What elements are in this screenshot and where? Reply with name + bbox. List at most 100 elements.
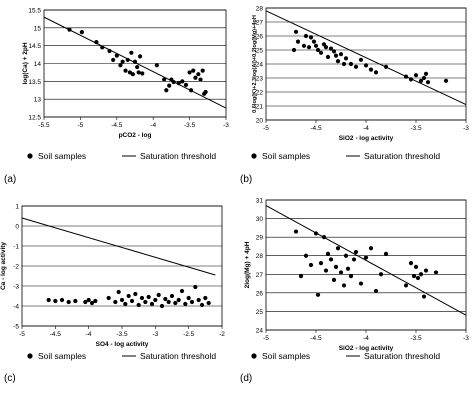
soil-sample-point: [129, 50, 134, 55]
x-tick-label: -3: [463, 125, 469, 132]
y-tick-label: 26: [256, 290, 264, 297]
soil-sample-point: [418, 78, 424, 83]
y-tick-label: 13: [34, 97, 42, 104]
soil-sample-point: [353, 249, 359, 255]
soil-sample-point: [183, 82, 189, 87]
soil-sample-point: [415, 275, 421, 281]
soil-sample-point: [180, 79, 185, 84]
x-tick-label: -4: [86, 331, 92, 338]
legend: Soil samples Saturation threshold: [27, 151, 216, 161]
soil-sample-point: [331, 277, 337, 282]
legend-marker-soil-samples: [251, 353, 257, 359]
y-tick-label: 24: [256, 328, 264, 335]
soil-sample-point: [335, 246, 341, 251]
legend-label: Saturation threshold: [140, 151, 216, 161]
soil-sample-point: [93, 298, 98, 304]
soil-sample-point: [193, 75, 198, 80]
soil-sample-point: [373, 288, 379, 294]
legend-marker-soil-samples: [27, 153, 33, 159]
soil-sample-point: [116, 289, 121, 295]
soil-sample-point: [358, 281, 364, 286]
y-axis-title: 0.6log(K)+2.3log(Al)+0.2log(Mg)+4pH: [252, 15, 258, 113]
soil-sample-point: [114, 53, 119, 58]
legend: Soil samples Saturation threshold: [251, 151, 440, 161]
soil-sample-point: [119, 297, 125, 303]
soil-sample-point: [313, 43, 319, 48]
y-tick-label: 29: [256, 235, 264, 242]
chart-panel: 12.5 13 13.5 14 14.5 15 15.5 -5.5 -5 -4.5 -4 -3.5 -3…: [4, 8, 229, 186]
soil-sample-point: [59, 297, 65, 303]
soil-sample-point: [348, 61, 354, 67]
saturation-threshold-line: [265, 205, 467, 316]
x-tick-label: -4.5: [50, 331, 62, 338]
x-tick-label: -3.5: [116, 331, 128, 338]
soil-sample-point: [315, 47, 321, 53]
soil-sample-point: [341, 283, 347, 288]
legend: Soil samples Saturation threshold: [27, 351, 216, 361]
soil-sample-point: [331, 49, 337, 54]
soil-sample-point: [338, 270, 344, 275]
soil-sample-point: [66, 299, 71, 305]
soil-sample-point: [135, 64, 140, 70]
y-tick-label: 15: [34, 25, 42, 32]
soil-sample-point: [306, 45, 312, 50]
x-tick-label: -2: [219, 331, 225, 338]
soil-sample-point: [323, 268, 329, 273]
soil-sample-point: [186, 295, 191, 301]
soil-sample-point: [130, 72, 135, 77]
soil-sample-point: [193, 284, 198, 290]
soil-sample-point: [343, 56, 349, 61]
y-axis-title: 2log(Mg) + 4pH: [244, 241, 251, 288]
y-axis-title: log(Ca) + 2pH: [22, 42, 29, 84]
x-axis-title: SiO2 - log activity: [339, 345, 394, 352]
legend-label: Saturation threshold: [364, 351, 440, 361]
soil-sample-point: [143, 299, 148, 305]
soil-sample-point: [418, 272, 424, 277]
soil-sample-point: [351, 257, 357, 262]
soil-sample-point: [308, 35, 314, 40]
soil-sample-point: [373, 70, 379, 75]
saturation-threshold-line: [43, 16, 227, 109]
x-tick-label: -3.5: [410, 125, 422, 132]
soil-sample-point: [191, 68, 196, 73]
x-tick-label: -5.5: [38, 122, 50, 129]
panel-label: (b): [240, 174, 252, 185]
soil-sample-point: [328, 257, 334, 262]
soil-sample-point: [89, 300, 95, 306]
y-tick-label: 20: [256, 118, 264, 125]
y-tick-label: 25: [256, 309, 264, 316]
soil-sample-point: [311, 39, 317, 44]
soil-sample-point: [333, 264, 339, 269]
soil-sample-point: [196, 72, 201, 77]
y-tick-label: 28: [256, 253, 264, 260]
x-tick-label: -3: [463, 335, 469, 342]
soil-sample-point: [46, 297, 51, 303]
x-axis-title: SiO2 - log activity: [339, 135, 394, 142]
legend-label: Saturation threshold: [364, 151, 440, 161]
y-tick-label: 24: [256, 62, 264, 69]
soil-sample-point: [189, 299, 195, 305]
soil-sample-point: [345, 266, 351, 271]
soil-sample-point: [156, 292, 161, 298]
soil-sample-point: [421, 294, 427, 299]
soil-sample-point: [73, 298, 78, 304]
soil-sample-point: [163, 296, 168, 302]
soil-sample-point: [198, 77, 203, 82]
soil-sample-point: [301, 43, 307, 48]
y-tick-label: 27: [256, 20, 264, 27]
soil-sample-point: [411, 274, 417, 279]
x-tick-label: -3.5: [410, 335, 422, 342]
legend-label: Soil samples: [262, 151, 310, 161]
soil-sample-point: [325, 251, 331, 256]
soil-sample-point: [164, 88, 169, 93]
legend-label: Soil samples: [38, 151, 86, 161]
soil-sample-point: [79, 30, 84, 35]
chart-panel: 24 25 26 27 28 29 30 31 -5 -4.5 -4 -3.5 -3 SiO2 - log…: [240, 198, 469, 385]
soil-sample-point: [403, 283, 409, 288]
soil-sample-point: [118, 63, 123, 68]
soil-sample-point: [203, 89, 208, 95]
y-tick-label: -4: [13, 304, 19, 311]
y-tick-label: 27: [256, 272, 264, 279]
saturation-threshold-line: [21, 217, 216, 276]
soil-sample-point: [433, 270, 439, 275]
